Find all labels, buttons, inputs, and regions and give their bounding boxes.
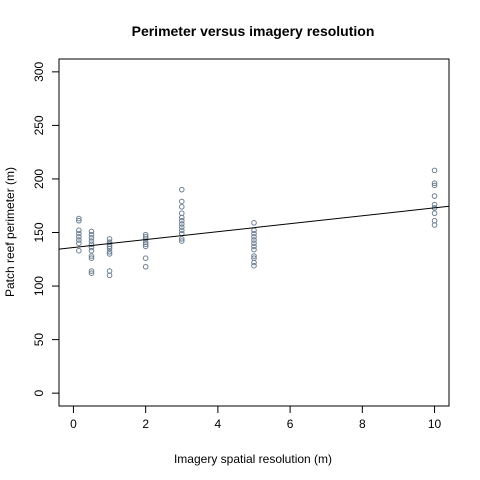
data-point xyxy=(252,221,257,226)
x-axis-label: Imagery spatial resolution (m) xyxy=(174,452,332,466)
data-point xyxy=(143,256,148,261)
x-axis: 0 2 4 6 8 10 xyxy=(70,406,441,431)
x-tick-label: 8 xyxy=(359,417,366,431)
data-point xyxy=(143,264,148,269)
y-tick-label: 50 xyxy=(32,333,46,347)
y-tick-label: 200 xyxy=(32,169,46,189)
x-tick-label: 2 xyxy=(142,417,149,431)
data-point xyxy=(432,211,437,216)
x-tick-label: 6 xyxy=(287,417,294,431)
data-point xyxy=(179,204,184,209)
data-point xyxy=(89,248,94,253)
y-tick-label: 100 xyxy=(32,276,46,296)
y-axis: 0 50 100 150 200 250 300 xyxy=(32,62,59,397)
y-tick-label: 150 xyxy=(32,222,46,242)
x-tick-label: 4 xyxy=(215,417,222,431)
data-point xyxy=(179,199,184,204)
y-tick-label: 300 xyxy=(32,62,46,82)
data-point xyxy=(432,194,437,199)
chart-title: Perimeter versus imagery resolution xyxy=(132,23,375,39)
data-point xyxy=(77,248,82,253)
y-tick-label: 250 xyxy=(32,115,46,135)
x-tick-label: 0 xyxy=(70,417,77,431)
data-point xyxy=(179,187,184,192)
data-point xyxy=(77,241,82,246)
y-axis-label: Patch reef perimeter (m) xyxy=(3,167,17,297)
data-points xyxy=(77,168,437,278)
data-point xyxy=(252,247,257,252)
x-tick-label: 10 xyxy=(428,417,442,431)
y-tick-label: 0 xyxy=(32,389,46,396)
data-point xyxy=(252,263,257,268)
data-point xyxy=(432,168,437,173)
